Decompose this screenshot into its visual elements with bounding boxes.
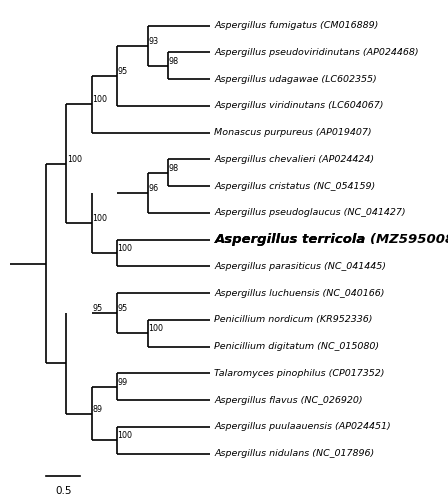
- Text: 95: 95: [117, 304, 128, 313]
- Text: Aspergillus fumigatus (CM016889): Aspergillus fumigatus (CM016889): [215, 21, 379, 30]
- Text: Aspergillus viridinutans (LC604067): Aspergillus viridinutans (LC604067): [215, 102, 384, 110]
- Text: Aspergillus puulaauensis (AP024451): Aspergillus puulaauensis (AP024451): [215, 422, 391, 432]
- Text: Aspergillus nidulans (NC_017896): Aspergillus nidulans (NC_017896): [215, 449, 375, 458]
- Text: 100: 100: [92, 214, 107, 223]
- Text: Aspergillus flavus (NC_026920): Aspergillus flavus (NC_026920): [215, 396, 363, 404]
- Text: 99: 99: [117, 378, 128, 387]
- Text: 98: 98: [168, 164, 178, 173]
- Text: 100: 100: [117, 244, 133, 253]
- Text: Aspergillus pseudoviridinutans (AP024468): Aspergillus pseudoviridinutans (AP024468…: [215, 48, 419, 57]
- Text: Penicillium nordicum (KR952336): Penicillium nordicum (KR952336): [215, 316, 373, 324]
- Text: 100: 100: [67, 154, 82, 164]
- Text: Aspergillus terricola: Aspergillus terricola: [215, 233, 370, 246]
- Text: Aspergillus parasiticus (NC_041445): Aspergillus parasiticus (NC_041445): [215, 262, 386, 271]
- Text: 89: 89: [92, 404, 102, 413]
- Text: Aspergillus cristatus (NC_054159): Aspergillus cristatus (NC_054159): [215, 182, 375, 190]
- Text: Monascus purpureus (AP019407): Monascus purpureus (AP019407): [215, 128, 372, 137]
- Text: Aspergillus pseudoglaucus (NC_041427): Aspergillus pseudoglaucus (NC_041427): [215, 208, 406, 218]
- Text: Aspergillus luchuensis (NC_040166): Aspergillus luchuensis (NC_040166): [215, 288, 385, 298]
- Text: 100: 100: [117, 432, 133, 440]
- Text: Penicillium digitatum (NC_015080): Penicillium digitatum (NC_015080): [215, 342, 379, 351]
- Text: 95: 95: [92, 304, 103, 313]
- Text: 100: 100: [149, 324, 164, 334]
- Text: Talaromyces pinophilus (CP017352): Talaromyces pinophilus (CP017352): [215, 369, 385, 378]
- Text: Aspergillus terricola (MZ595008): Aspergillus terricola (MZ595008): [215, 233, 448, 246]
- Text: 93: 93: [149, 36, 159, 46]
- Text: 98: 98: [168, 56, 178, 66]
- Text: 100: 100: [92, 95, 107, 104]
- Text: 0.5: 0.5: [55, 486, 72, 496]
- Text: Aspergillus chevalieri (AP024424): Aspergillus chevalieri (AP024424): [215, 155, 375, 164]
- Text: 95: 95: [117, 66, 128, 76]
- Text: 96: 96: [149, 184, 159, 193]
- Text: Aspergillus udagawae (LC602355): Aspergillus udagawae (LC602355): [215, 74, 377, 84]
